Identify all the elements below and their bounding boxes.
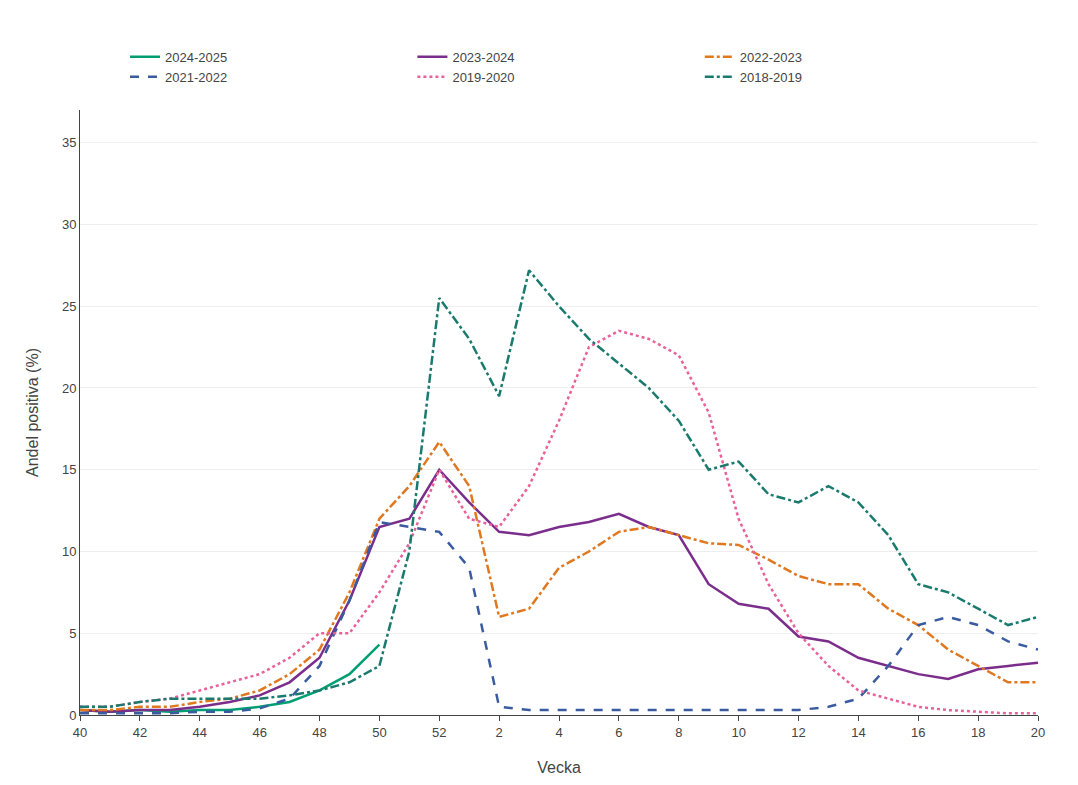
- svg-text:Vecka: Vecka: [537, 759, 581, 776]
- svg-text:50: 50: [372, 725, 386, 740]
- svg-text:2021-2022: 2021-2022: [165, 70, 227, 85]
- svg-text:20: 20: [62, 381, 76, 396]
- svg-text:2018-2019: 2018-2019: [740, 70, 802, 85]
- svg-text:40: 40: [73, 725, 87, 740]
- svg-text:10: 10: [731, 725, 745, 740]
- svg-text:2024-2025: 2024-2025: [165, 50, 227, 65]
- svg-text:25: 25: [62, 299, 76, 314]
- svg-text:2023-2024: 2023-2024: [452, 50, 514, 65]
- svg-text:46: 46: [252, 725, 266, 740]
- svg-text:16: 16: [911, 725, 925, 740]
- svg-text:5: 5: [69, 626, 76, 641]
- svg-text:Andel positiva (%): Andel positiva (%): [24, 348, 41, 477]
- svg-text:52: 52: [432, 725, 446, 740]
- svg-text:18: 18: [971, 725, 985, 740]
- svg-text:15: 15: [62, 462, 76, 477]
- svg-text:4: 4: [555, 725, 562, 740]
- svg-text:2022-2023: 2022-2023: [740, 50, 802, 65]
- svg-text:2: 2: [496, 725, 503, 740]
- svg-text:42: 42: [133, 725, 147, 740]
- svg-text:14: 14: [851, 725, 865, 740]
- svg-text:0: 0: [69, 708, 76, 723]
- svg-text:48: 48: [312, 725, 326, 740]
- svg-text:8: 8: [675, 725, 682, 740]
- svg-text:12: 12: [791, 725, 805, 740]
- svg-text:30: 30: [62, 217, 76, 232]
- svg-text:44: 44: [193, 725, 207, 740]
- svg-text:2019-2020: 2019-2020: [452, 70, 514, 85]
- svg-text:10: 10: [62, 544, 76, 559]
- svg-text:20: 20: [1031, 725, 1045, 740]
- svg-text:6: 6: [615, 725, 622, 740]
- svg-text:35: 35: [62, 135, 76, 150]
